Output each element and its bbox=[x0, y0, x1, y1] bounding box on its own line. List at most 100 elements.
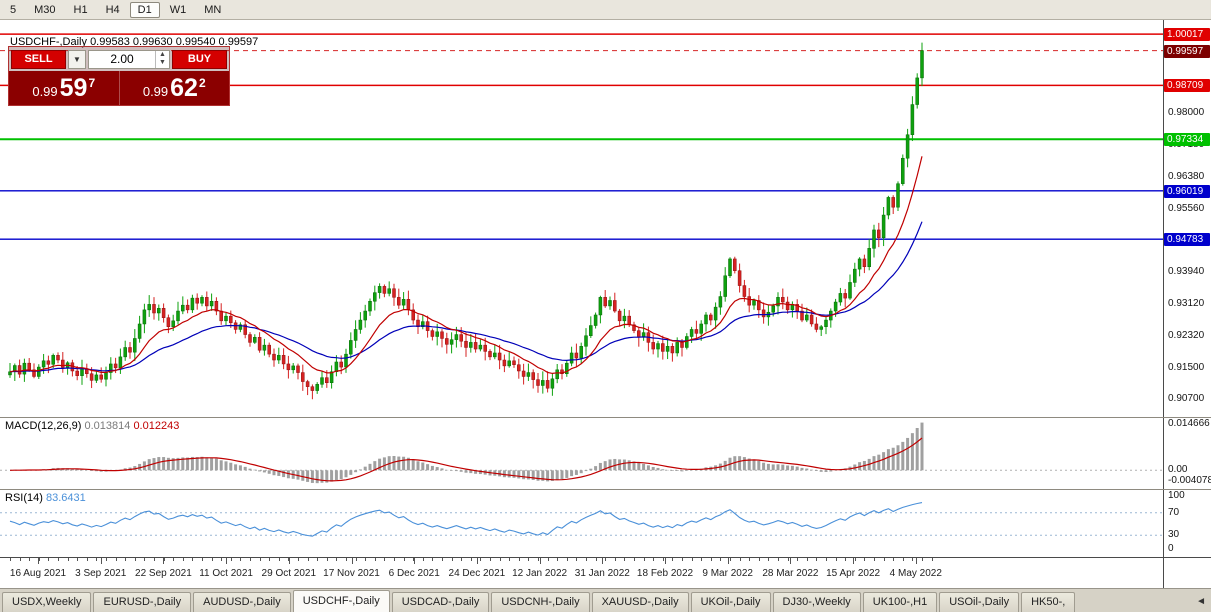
price-tick-label: 0.93940 bbox=[1168, 266, 1205, 278]
chart-tab-usdchf-daily[interactable]: USDCHF-,Daily bbox=[292, 590, 390, 612]
time-minor-tick bbox=[643, 558, 645, 561]
panel-separator[interactable] bbox=[0, 417, 1211, 418]
volume-value: 2.00 bbox=[110, 51, 134, 66]
time-minor-tick bbox=[509, 558, 511, 561]
bid-big-figure: 0.99 bbox=[32, 84, 58, 99]
timeframe-button-w1[interactable]: W1 bbox=[169, 3, 187, 16]
candles-layer bbox=[8, 42, 924, 400]
macd-label: MACD(12,26,9) 0.013814 0.012243 bbox=[5, 420, 179, 432]
timeframe-button-d1[interactable]: D1 bbox=[129, 1, 160, 18]
time-axis[interactable]: 16 Aug 2021 3 Sep 2021 22 Sep 2021 11 Oct 2… bbox=[0, 558, 1163, 588]
macd-signal-line bbox=[9, 437, 923, 482]
ema-slow-line bbox=[9, 221, 923, 373]
timeframe-button-5[interactable]: 5 bbox=[10, 3, 17, 16]
time-minor-tick bbox=[240, 558, 242, 561]
time-minor-tick bbox=[38, 558, 40, 561]
volume-dropdown[interactable]: ▼ bbox=[68, 49, 86, 69]
time-minor-tick bbox=[221, 558, 223, 561]
chart-tab-ukoil-daily[interactable]: UKOil-,Daily bbox=[690, 592, 771, 612]
time-minor-tick bbox=[518, 558, 520, 561]
date-label: 3 Sep 2021 bbox=[75, 568, 127, 579]
time-minor-tick bbox=[739, 558, 741, 561]
price-axis[interactable]: 0.980000.971800.963800.955600.939400.931… bbox=[1163, 20, 1211, 417]
time-minor-tick bbox=[710, 558, 712, 561]
bid-pips: 59 bbox=[59, 74, 88, 102]
timeframe-button-h1[interactable]: H1 bbox=[73, 3, 88, 16]
macd-name: MACD(12,26,9) bbox=[5, 420, 82, 432]
trade-controls-row: SELL ▼ 2.00 ▲ ▼ BUY bbox=[9, 47, 229, 71]
chart-tab-usoil-daily[interactable]: USOil-,Daily bbox=[939, 592, 1020, 612]
macd-axis[interactable]: 0.014666 0.00 -0.004078 bbox=[1163, 418, 1211, 489]
time-minor-tick bbox=[346, 558, 347, 561]
date-label: 9 Mar 2022 bbox=[702, 568, 753, 579]
rsi-label: RSI(14) 83.6431 bbox=[5, 492, 86, 504]
volume-input[interactable]: 2.00 ▲ ▼ bbox=[88, 49, 170, 69]
price-tick-label: 0.91500 bbox=[1168, 361, 1205, 373]
chart-tab-dj30-weekly[interactable]: DJ30-,Weekly bbox=[772, 592, 861, 612]
chart-tabs: USDX,Weekly EURUSD-,Daily AUDUSD-,Daily USD… bbox=[2, 590, 1077, 612]
time-minor-tick bbox=[806, 558, 808, 561]
time-minor-tick bbox=[538, 558, 539, 561]
time-minor-tick bbox=[787, 558, 789, 561]
ask-big-figure: 0.99 bbox=[142, 84, 169, 99]
rsi-plot[interactable] bbox=[0, 490, 1163, 557]
tab-scroll-left-icon[interactable]: ◄ bbox=[1194, 596, 1208, 607]
time-minor-tick bbox=[173, 558, 175, 561]
time-minor-tick bbox=[326, 558, 328, 561]
time-minor-tick bbox=[230, 558, 232, 561]
timeframe-button-h4[interactable]: H4 bbox=[105, 3, 120, 16]
ema-fast-line bbox=[9, 156, 923, 375]
time-major-tick bbox=[414, 558, 416, 564]
spin-down-icon[interactable]: ▼ bbox=[159, 59, 166, 66]
chart-tab-usdcad-daily[interactable]: USDCAD-,Daily bbox=[391, 592, 490, 612]
price-level-label: 0.94783 bbox=[1164, 233, 1210, 247]
time-minor-tick bbox=[797, 558, 799, 561]
time-major-tick bbox=[476, 558, 478, 564]
time-minor-tick bbox=[931, 558, 933, 561]
time-minor-tick bbox=[816, 558, 818, 561]
time-minor-tick bbox=[595, 558, 597, 561]
ask-price[interactable]: 0.99 62 2 bbox=[118, 71, 230, 105]
rsi-value: 83.6431 bbox=[45, 492, 86, 504]
time-minor-tick bbox=[758, 558, 760, 561]
time-minor-tick bbox=[134, 558, 136, 561]
chart-tab-xauusd-daily[interactable]: XAUUSD-,Daily bbox=[591, 592, 689, 612]
chart-tab-uk100-h1[interactable]: UK100-,H1 bbox=[862, 592, 938, 612]
sell-button[interactable]: SELL bbox=[11, 49, 66, 69]
chart-tab-audusd-daily[interactable]: AUDUSD-,Daily bbox=[193, 592, 291, 612]
time-minor-tick bbox=[355, 558, 357, 561]
chart-tab-hk50[interactable]: HK50-, bbox=[1021, 592, 1076, 612]
macd-plot[interactable] bbox=[0, 418, 1163, 489]
time-minor-tick bbox=[182, 558, 184, 561]
time-minor-tick bbox=[490, 558, 491, 561]
time-minor-tick bbox=[19, 558, 21, 561]
time-major-tick bbox=[853, 558, 855, 564]
rsi-axis[interactable]: 100 70 30 0 bbox=[1163, 490, 1211, 557]
spin-up-icon[interactable]: ▲ bbox=[159, 51, 166, 58]
time-minor-tick bbox=[403, 558, 405, 561]
time-minor-tick bbox=[211, 558, 213, 561]
time-minor-tick bbox=[922, 558, 923, 561]
macd-tick-label: 0.00 bbox=[1168, 464, 1188, 476]
price-tick-label: 0.96380 bbox=[1168, 170, 1205, 182]
timeframe-button-mn[interactable]: MN bbox=[204, 3, 222, 16]
buy-button[interactable]: BUY bbox=[172, 49, 227, 69]
chart-symbol-period: USDCHF-,Daily bbox=[10, 36, 87, 48]
date-label: 4 May 2022 bbox=[889, 568, 942, 579]
time-minor-tick bbox=[528, 558, 530, 561]
chart-tab-usdx-weekly[interactable]: USDX,Weekly bbox=[2, 592, 92, 612]
time-minor-tick bbox=[701, 558, 703, 561]
time-minor-tick bbox=[730, 558, 731, 561]
time-minor-tick bbox=[576, 558, 578, 561]
panel-separator[interactable] bbox=[0, 489, 1211, 490]
volume-stepper[interactable]: ▲ ▼ bbox=[155, 50, 169, 68]
time-minor-tick bbox=[605, 558, 607, 561]
time-major-tick bbox=[38, 558, 39, 564]
timeframe-toolbar: 5 M30 H1 H4 D1 W1 MN bbox=[0, 0, 1211, 20]
time-minor-tick bbox=[662, 558, 664, 561]
timeframe-button-m30[interactable]: M30 bbox=[34, 3, 56, 16]
bid-price[interactable]: 0.99 59 7 bbox=[9, 71, 119, 105]
chart-tabs-bar: USDX,Weekly EURUSD-,Daily AUDUSD-,Daily USD… bbox=[0, 588, 1211, 612]
chart-tab-usdcnh-daily[interactable]: USDCNH-,Daily bbox=[491, 592, 590, 612]
chart-tab-eurusd-daily[interactable]: EURUSD-,Daily bbox=[93, 592, 192, 612]
